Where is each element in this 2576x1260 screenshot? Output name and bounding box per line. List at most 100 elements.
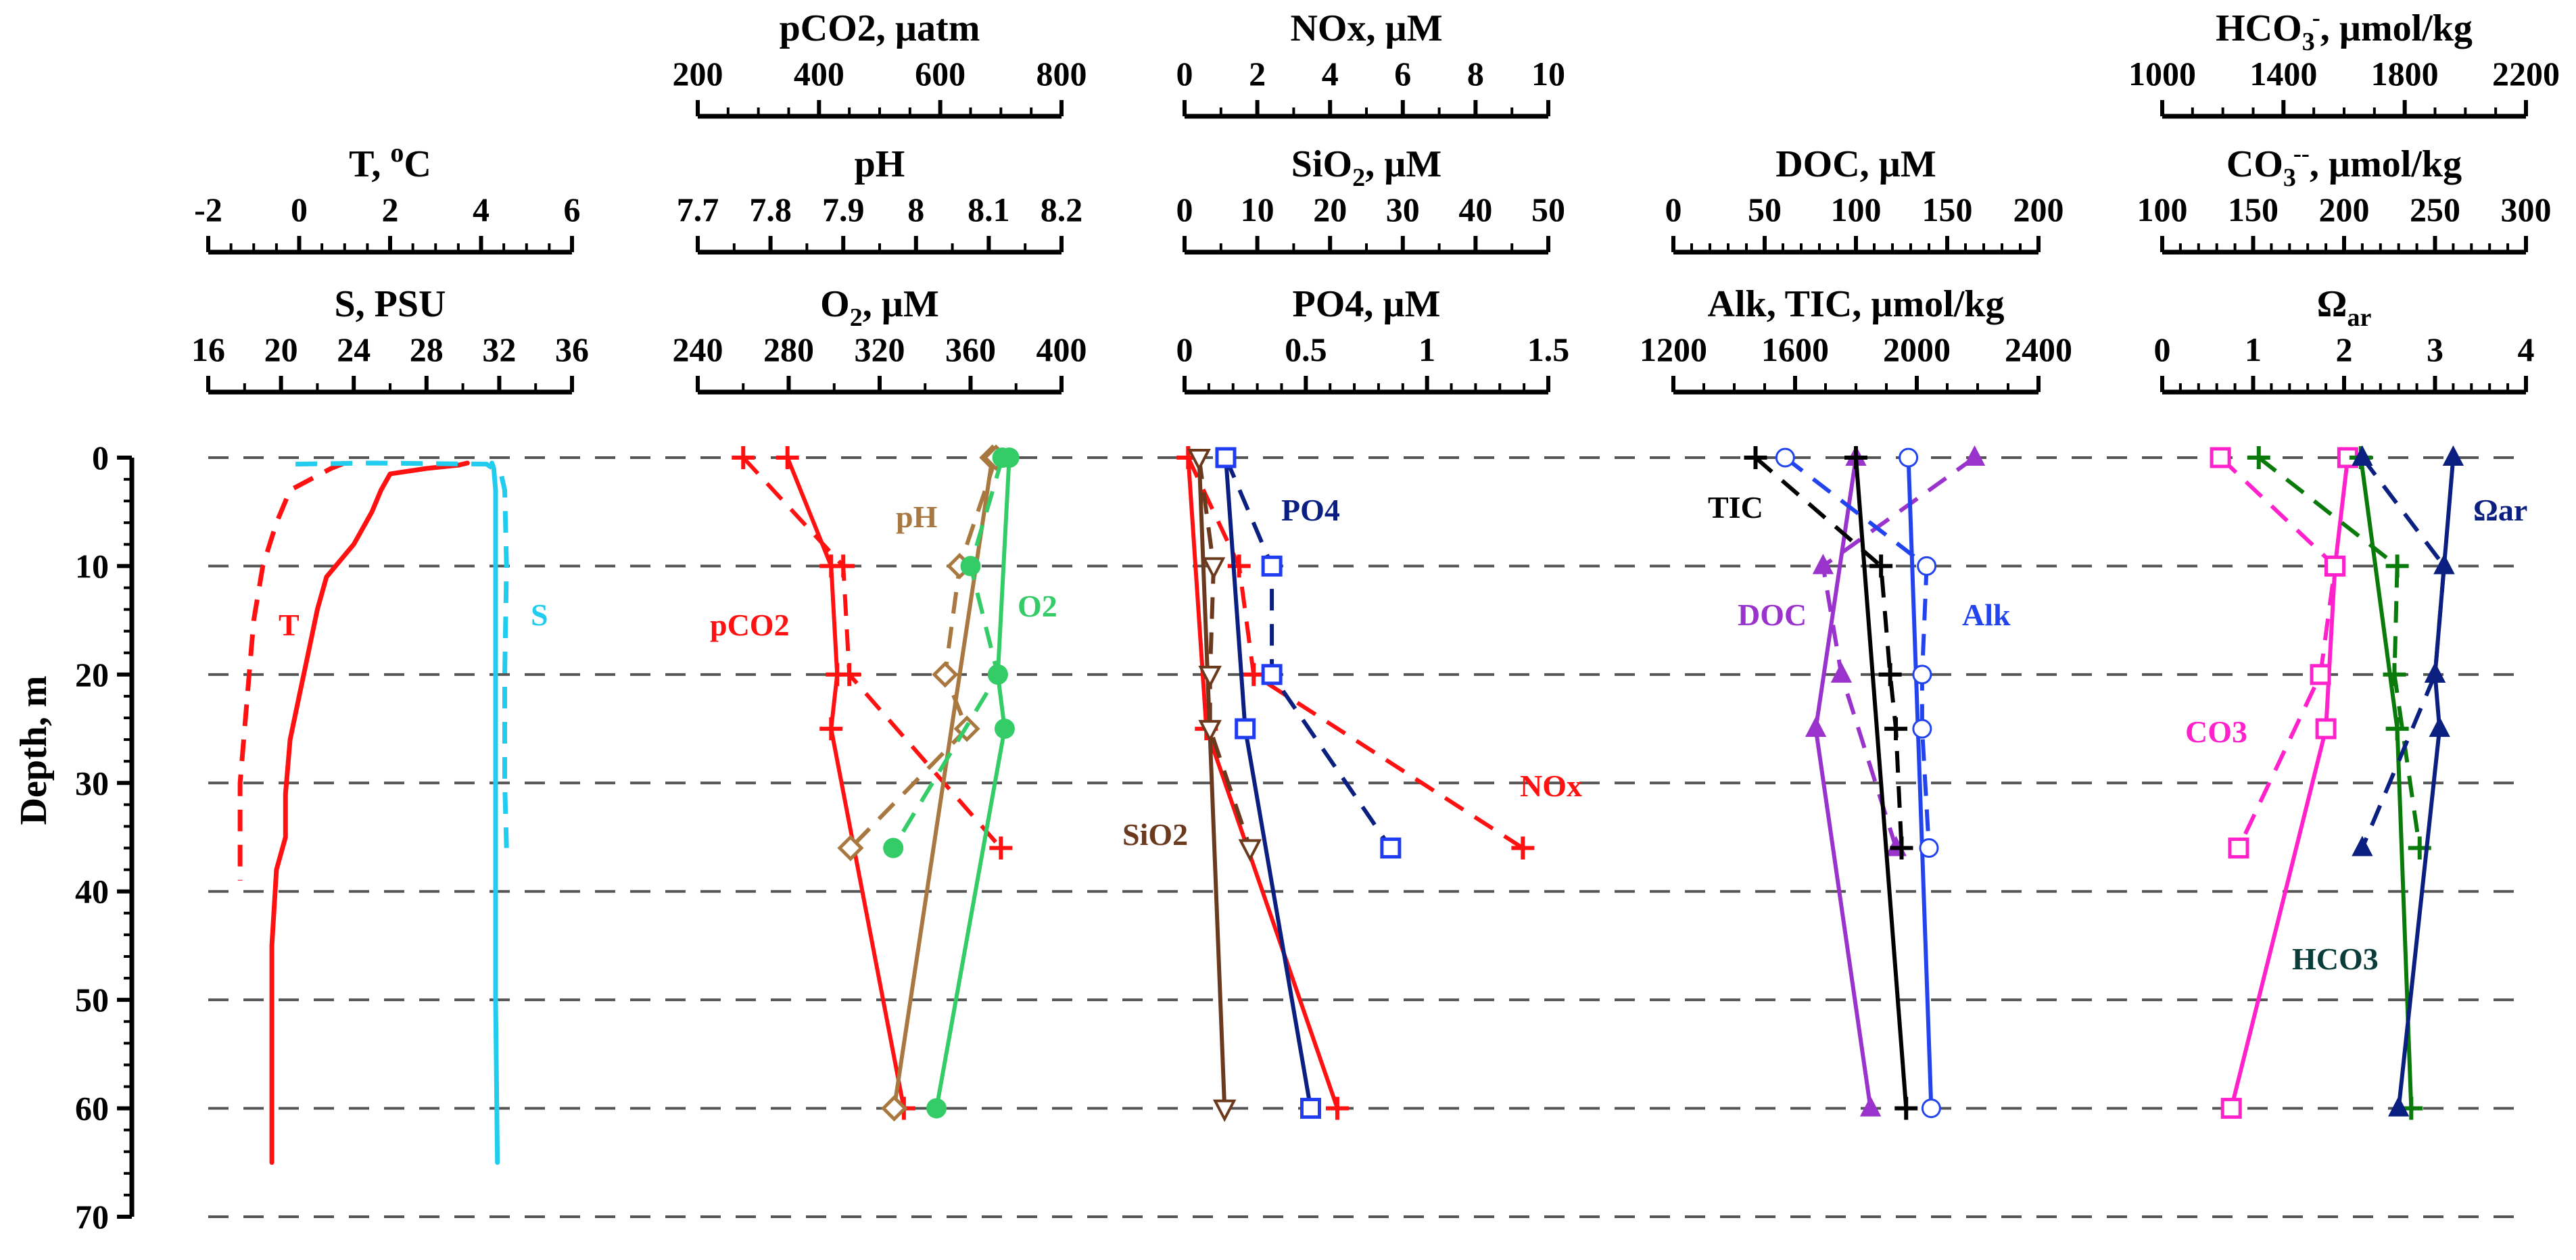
axis-tick-label: 6 (1394, 55, 1411, 93)
data-point-plus (819, 717, 843, 741)
series-line (1224, 456, 1393, 850)
axis-tick-label: 28 (410, 331, 444, 368)
series-line (1754, 456, 1904, 848)
axis-tick-label: 600 (915, 55, 965, 93)
series-line (2229, 456, 2350, 1111)
data-point-plus (2385, 717, 2409, 741)
axis-tick-label: 7.7 (677, 191, 719, 228)
series-O2-solid (926, 447, 1020, 1119)
top-axis-2-0: 0 2 4 6 8 10 NOx, µM (1176, 7, 1565, 119)
top-axis-2-1: 0 10 20 30 40 50 SiO2, µM (1176, 143, 1565, 255)
series-line (1197, 456, 1227, 1111)
axis-tick-label: 24 (337, 331, 371, 368)
series-DOC-solid (1805, 445, 1882, 1117)
axis-tick-label: 0 (1665, 191, 1682, 228)
data-point-square (2315, 718, 2337, 740)
series-line (1854, 456, 1909, 1111)
data-point-open-circle (1919, 838, 1939, 858)
data-point-plus (2247, 446, 2270, 469)
axis-tick-label: 20 (264, 331, 298, 368)
data-point-plus (1325, 1096, 1349, 1120)
series-HCO3-dashed (2247, 446, 2431, 860)
series-SiO2-dashed (1187, 449, 1262, 862)
series-label-HCO3: HCO3 (2292, 942, 2379, 976)
data-point-triangle-down (1198, 665, 1222, 689)
axis-title-part: Ω (2317, 283, 2347, 325)
axis-title-part: o (390, 137, 404, 168)
axis-tick-label: 150 (2228, 191, 2279, 228)
series-label-NOx: NOx (1520, 769, 1582, 803)
series-label-T: T (279, 608, 300, 642)
axis-tick-label: 2200 (2492, 55, 2560, 93)
series-label-Omega: Ωar (2473, 493, 2527, 527)
data-point-plus (832, 554, 855, 578)
data-point-plus (1844, 446, 1867, 469)
series-line (2219, 456, 2337, 849)
data-point-triangle-down (1198, 720, 1222, 743)
data-point-triangle-down (1238, 839, 1262, 862)
axis-tick-label: 4 (473, 191, 490, 228)
axis-tick-label: 0.5 (1285, 331, 1327, 368)
axis-tick-label: 1000 (2128, 55, 2196, 93)
series-label-Alk: Alk (1962, 598, 2011, 632)
data-point-open-circle (1912, 664, 1932, 685)
axis-tick-label: 800 (1036, 55, 1087, 93)
series-line (1784, 456, 1931, 848)
depth-tick-label: 10 (75, 547, 109, 585)
data-point-triangle (1805, 716, 1827, 737)
data-point-triangle (2433, 554, 2455, 575)
axis-tick-label: 1400 (2249, 55, 2317, 93)
depth-tick-label: 20 (75, 656, 109, 694)
series-O2-dashed (883, 447, 1013, 858)
axis-tick-label: 36 (555, 331, 589, 368)
axis-tick-label: 0 (2154, 331, 2171, 368)
data-point-square (2220, 1098, 2242, 1119)
data-point-plus (1884, 717, 1908, 741)
axis-tick-label: 8 (907, 191, 924, 228)
data-point-plus (1227, 554, 1251, 578)
data-point-plus (989, 836, 1013, 860)
series-label-O2: O2 (1018, 589, 1057, 623)
axis-tick-label: 4 (1322, 55, 1339, 93)
axis-tick-label: 400 (794, 55, 844, 93)
depth-axis: Depth, m 0 10 20 30 40 50 60 70 (13, 439, 135, 1236)
axis-title: T, oC (349, 137, 431, 185)
depth-tick-label: 70 (75, 1198, 109, 1236)
axis-title: pH (855, 143, 905, 185)
series-line (1821, 456, 1976, 849)
top-axis-4-1: 100 150 200 250 300 CO3--, µmol/kg (2137, 140, 2552, 255)
data-point-triangle (1812, 554, 1834, 575)
axis-title-part: , µM (1365, 143, 1441, 185)
data-point-square (2310, 664, 2331, 685)
axis-tick-label: 1.5 (1527, 331, 1570, 368)
axis-tick-label: 0 (1176, 191, 1193, 228)
axis-tick-label: 150 (1922, 191, 1973, 228)
data-point-diamond (880, 1095, 908, 1122)
axis-title-part: , µmol/kg (2310, 143, 2462, 185)
axis-tick-label: 1600 (1761, 331, 1829, 368)
axis-tick-label: 2 (382, 191, 399, 228)
axis-title: SiO2, µM (1291, 143, 1441, 192)
series-line (2257, 456, 2422, 848)
axis-tick-label: 100 (2137, 191, 2188, 228)
data-point-diamond (932, 661, 959, 688)
axis-title: NOx, µM (1290, 7, 1442, 49)
top-axis-4-0: 1000 1400 1800 2200 HCO3-, µmol/kg (2128, 4, 2560, 119)
data-point-circle (987, 664, 1008, 685)
data-point-square (2210, 447, 2231, 468)
data-point-circle (994, 719, 1015, 740)
axis-tick-label: 2400 (2005, 331, 2072, 368)
axis-tick-label: 8.1 (968, 191, 1010, 228)
series-line (742, 456, 1003, 850)
data-point-plus (838, 662, 861, 686)
data-point-diamond (837, 835, 864, 862)
data-point-plus (2383, 662, 2406, 686)
axis-title-part: CO (2226, 143, 2283, 185)
axis-tick-label: 2000 (1883, 331, 1951, 368)
series-line (1906, 456, 1934, 1111)
axis-tick-label: 240 (673, 331, 723, 368)
data-point-open-circle (1917, 556, 1937, 576)
top-axis-2-2: 0 0.5 1 1.5 PO4, µM (1176, 283, 1570, 395)
axis-title: Alk, TIC, µmol/kg (1708, 283, 2005, 325)
axis-title-part: HCO (2216, 7, 2302, 49)
